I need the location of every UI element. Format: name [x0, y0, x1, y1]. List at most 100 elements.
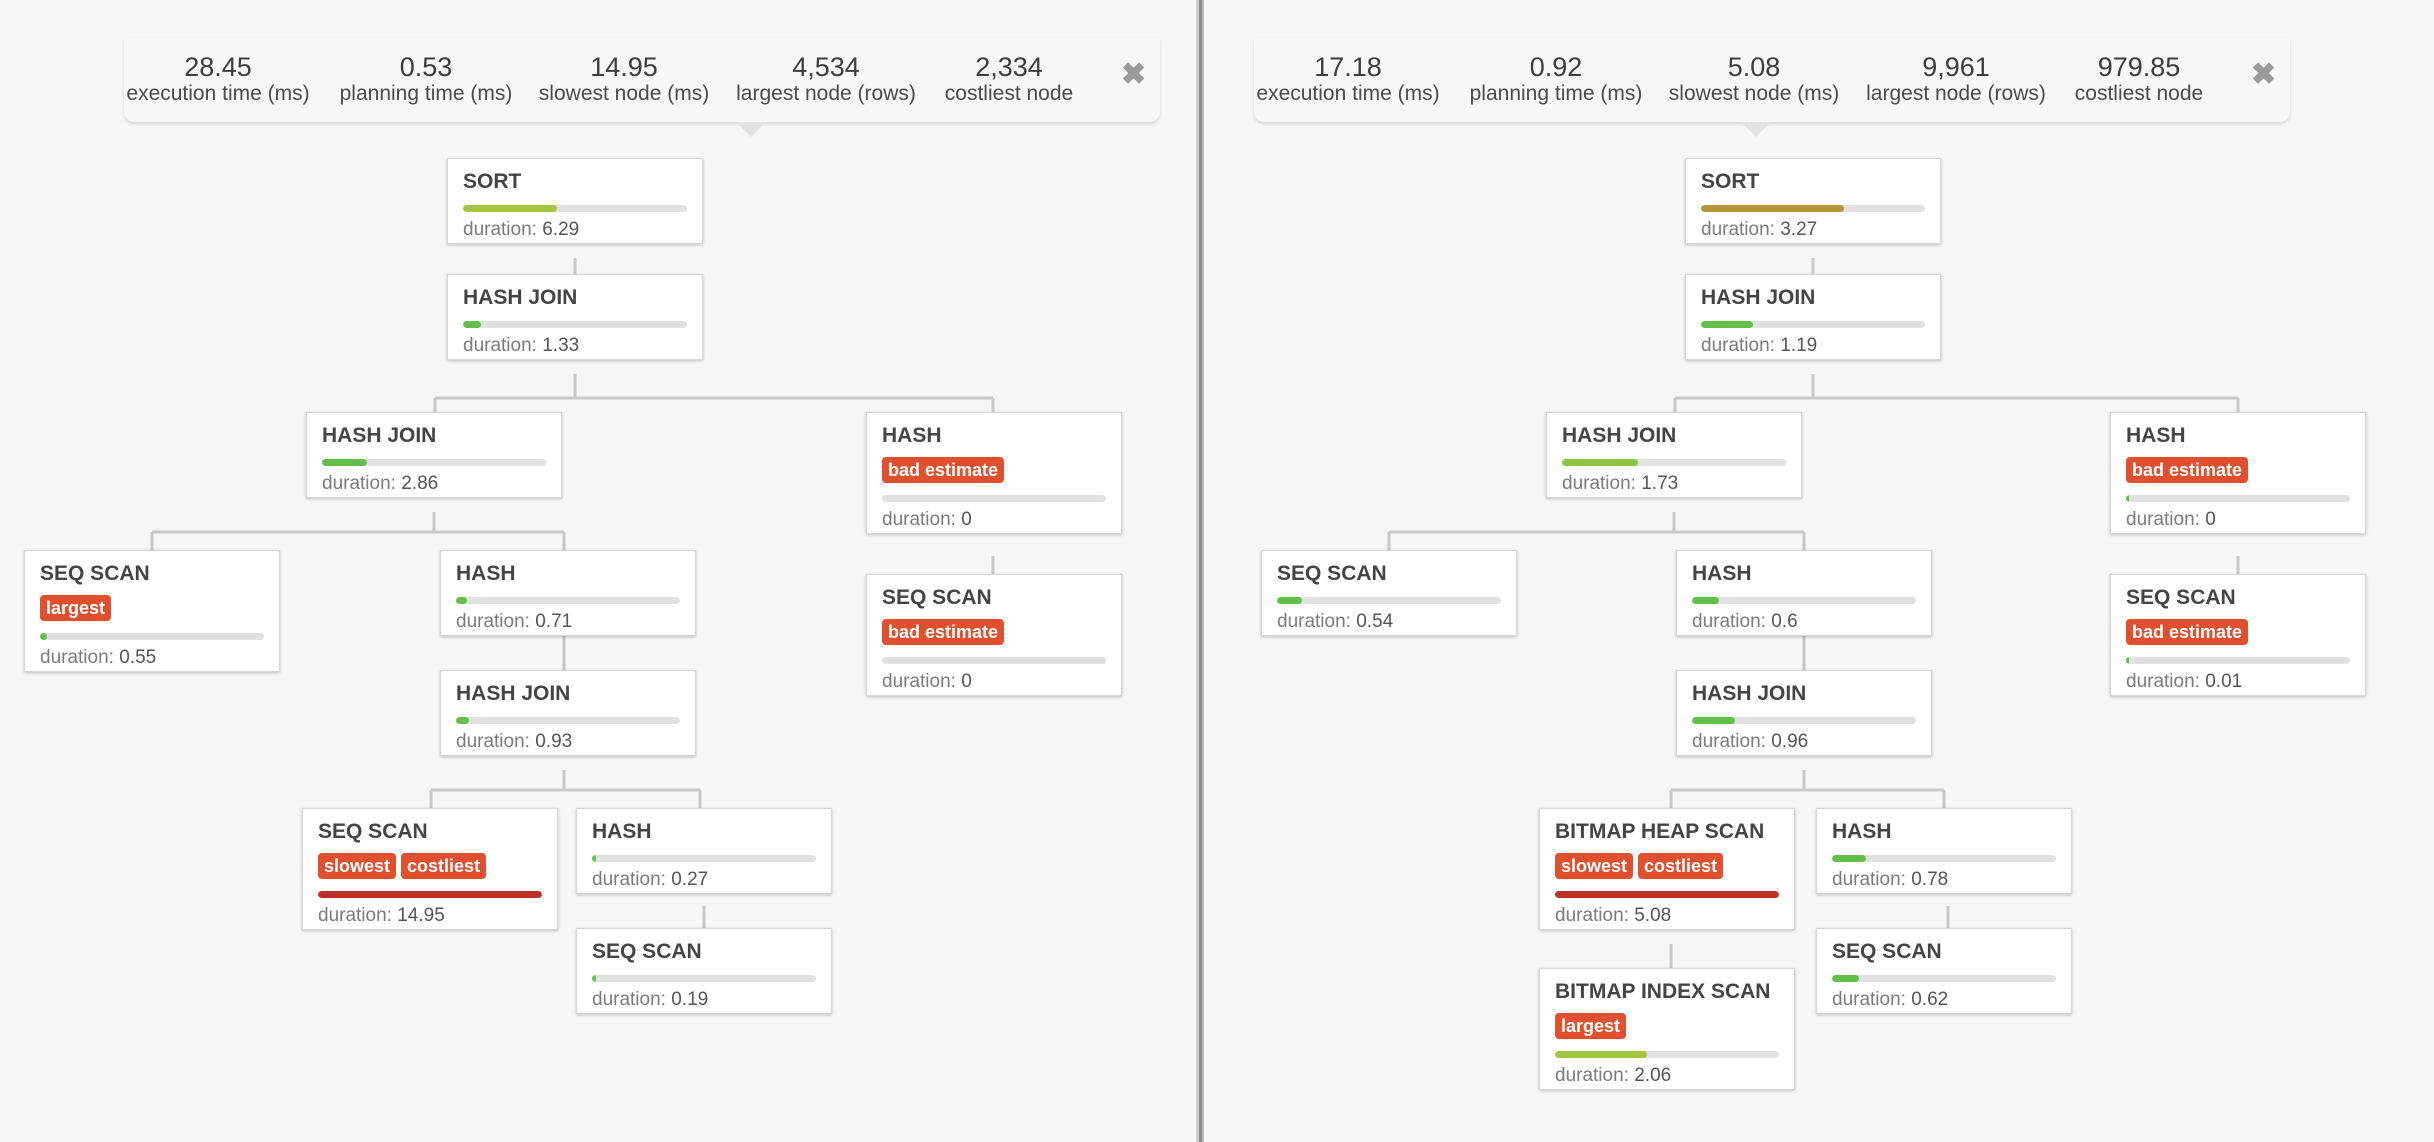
plan-node[interactable]: HASH JOIN duration: 1.19 — [1685, 274, 1941, 360]
duration-value: 0 — [2205, 509, 2216, 530]
duration-label: duration: — [1832, 869, 1906, 890]
node-title: SEQ SCAN — [40, 562, 150, 585]
node-duration: duration: 0.27 — [592, 867, 816, 893]
duration-value: 2.06 — [1634, 1065, 1672, 1086]
plan-node[interactable]: HASH JOIN duration: 2.86 — [306, 412, 562, 498]
plan-node[interactable]: SEQ SCAN slowest costliest duration: 14.95 — [302, 808, 558, 930]
duration-bar-fill — [1692, 597, 1719, 604]
duration-label: duration: — [322, 473, 396, 494]
duration-value: 0.6 — [1771, 611, 1798, 632]
plan-node[interactable]: SEQ SCAN duration: 0.54 — [1261, 550, 1517, 636]
node-duration: duration: 5.08 — [1555, 903, 1779, 929]
duration-bar — [40, 633, 264, 640]
duration-value: 0 — [961, 671, 972, 692]
node-badges: slowest costliest — [1555, 853, 1779, 881]
node-title: HASH — [2126, 424, 2186, 447]
plan-node[interactable]: SEQ SCAN largest duration: 0.55 — [24, 550, 280, 672]
stat-label: slowest node (ms) — [538, 82, 710, 105]
duration-label: duration: — [1555, 1065, 1629, 1086]
node-badges: bad estimate — [882, 457, 1106, 485]
badge-costliest: costliest — [1638, 853, 1724, 879]
node-title: HASH — [1692, 562, 1752, 585]
duration-label: duration: — [40, 647, 114, 668]
duration-bar — [592, 855, 816, 862]
duration-label: duration: — [1692, 731, 1766, 752]
duration-bar-fill — [1555, 891, 1779, 898]
duration-label: duration: — [1277, 611, 1351, 632]
stat-largest-node: 9,961 largest node (rows) — [1866, 52, 2046, 106]
duration-bar — [1701, 321, 1925, 328]
plan-node[interactable]: SORT duration: 3.27 — [1685, 158, 1941, 244]
plan-node[interactable]: BITMAP INDEX SCAN largest duration: 2.06 — [1539, 968, 1795, 1090]
duration-bar-fill — [1562, 459, 1639, 466]
duration-label: duration: — [456, 731, 530, 752]
duration-value: 0.71 — [535, 611, 573, 632]
node-duration: duration: 0.62 — [1832, 987, 2056, 1013]
plan-node[interactable]: SEQ SCAN bad estimate duration: 0.01 — [2110, 574, 2366, 696]
plan-node[interactable]: SEQ SCAN duration: 0.62 — [1816, 928, 2072, 1014]
duration-bar-fill — [2126, 495, 2129, 502]
duration-value: 5.08 — [1634, 905, 1672, 926]
plan-node[interactable]: HASH JOIN duration: 0.96 — [1676, 670, 1932, 756]
duration-label: duration: — [456, 611, 530, 632]
stat-value: 4,534 — [792, 52, 860, 82]
node-duration: duration: 0.19 — [592, 987, 816, 1013]
duration-bar-fill — [463, 321, 481, 328]
stat-execution-time: 28.45 execution time (ms) — [126, 52, 309, 106]
stat-costliest-node: 2,334 costliest node — [945, 52, 1073, 106]
node-duration: duration: 1.73 — [1562, 471, 1786, 497]
node-title: SORT — [463, 170, 522, 193]
node-duration: duration: 0.54 — [1277, 609, 1501, 635]
duration-value: 0.55 — [119, 647, 157, 668]
plan-node[interactable]: HASH bad estimate duration: 0 — [866, 412, 1122, 534]
duration-bar — [882, 495, 1106, 502]
plan-node[interactable]: HASH bad estimate duration: 0 — [2110, 412, 2366, 534]
node-duration: duration: 0.6 — [1692, 609, 1916, 635]
duration-bar — [1555, 891, 1779, 898]
duration-bar — [1832, 855, 2056, 862]
duration-bar — [318, 891, 542, 898]
node-title: HASH — [1832, 820, 1892, 843]
node-title: SEQ SCAN — [592, 940, 702, 963]
plan-node[interactable]: HASH JOIN duration: 1.33 — [447, 274, 703, 360]
plan-panel-right: 17.18 execution time (ms) 0.92 planning … — [1204, 0, 2434, 1142]
stats-bar: 17.18 execution time (ms) 0.92 planning … — [1254, 38, 2290, 137]
node-duration: duration: 3.27 — [1701, 217, 1925, 243]
plan-panel-left: 28.45 execution time (ms) 0.53 planning … — [0, 0, 1196, 1142]
stat-label: largest node (rows) — [1866, 82, 2046, 105]
node-duration: duration: 0 — [2126, 507, 2350, 533]
plan-node[interactable]: HASH JOIN duration: 1.73 — [1546, 412, 1802, 498]
duration-bar — [322, 459, 546, 466]
duration-bar — [463, 321, 687, 328]
stat-label: costliest node — [2074, 82, 2204, 105]
node-duration: duration: 0.55 — [40, 645, 264, 671]
duration-bar-fill — [1701, 321, 1753, 328]
duration-bar-fill — [1701, 205, 1845, 212]
plan-node[interactable]: HASH duration: 0.6 — [1676, 550, 1932, 636]
close-icon[interactable]: ✖ — [1121, 58, 1147, 91]
duration-value: 0 — [961, 509, 972, 530]
duration-label: duration: — [1701, 335, 1775, 356]
plan-node[interactable]: HASH duration: 0.71 — [440, 550, 696, 636]
plan-node[interactable]: SORT duration: 6.29 — [447, 158, 703, 244]
plan-node[interactable]: HASH JOIN duration: 0.93 — [440, 670, 696, 756]
plan-node[interactable]: SEQ SCAN duration: 0.19 — [576, 928, 832, 1014]
duration-value: 0.19 — [671, 989, 709, 1010]
stat-label: execution time (ms) — [1256, 82, 1440, 105]
node-title: HASH JOIN — [1701, 286, 1816, 309]
stat-slowest-node: 14.95 slowest node (ms) — [539, 52, 709, 106]
close-icon[interactable]: ✖ — [2251, 58, 2277, 91]
plan-node[interactable]: HASH duration: 0.78 — [1816, 808, 2072, 894]
stat-value: 0.92 — [1529, 52, 1583, 82]
duration-label: duration: — [1692, 611, 1766, 632]
plan-node[interactable]: HASH duration: 0.27 — [576, 808, 832, 894]
badge-costliest: costliest — [401, 853, 487, 879]
plan-node[interactable]: SEQ SCAN bad estimate duration: 0 — [866, 574, 1122, 696]
duration-bar-fill — [463, 205, 558, 212]
plan-node[interactable]: BITMAP HEAP SCAN slowest costliest duration… — [1539, 808, 1795, 930]
duration-bar — [592, 975, 816, 982]
node-title: BITMAP HEAP SCAN — [1555, 820, 1765, 843]
panel-divider[interactable] — [1199, 0, 1202, 1142]
duration-label: duration: — [592, 869, 666, 890]
node-badges: bad estimate — [882, 619, 1106, 647]
